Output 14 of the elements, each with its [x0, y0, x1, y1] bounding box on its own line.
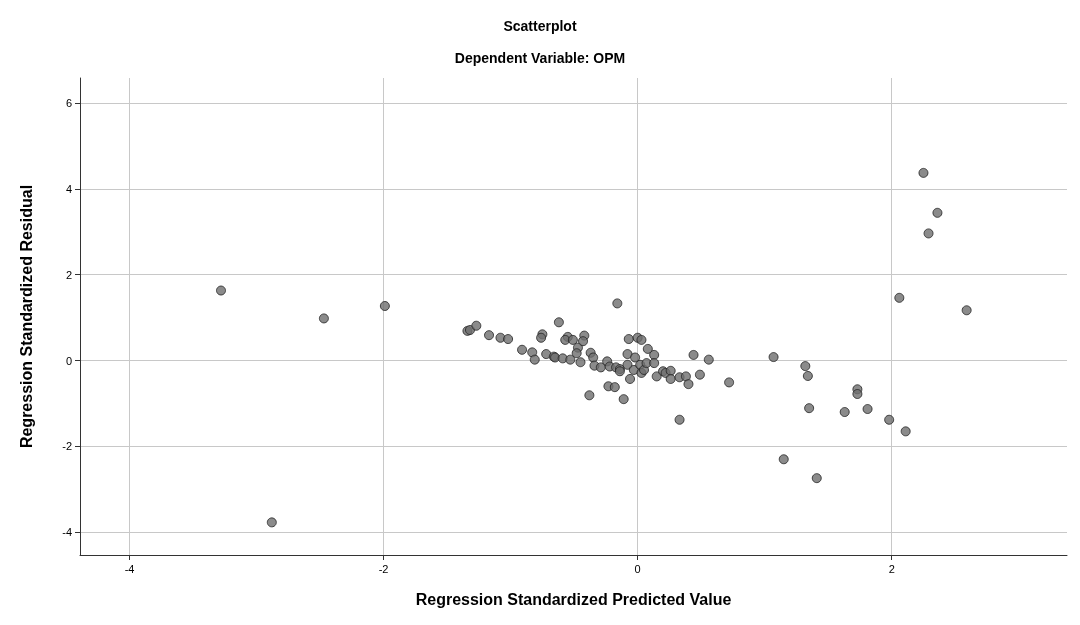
x-tick-label: 0	[634, 562, 641, 575]
y-axis-title: Regression Standardized Residual	[17, 184, 35, 449]
x-tick-label: 2	[888, 562, 895, 575]
y-tick-label: -2	[62, 440, 72, 453]
y-tick-label: 6	[65, 96, 72, 109]
x-axis-title: Regression Standardized Predicted Value	[415, 590, 732, 608]
y-tick-label: 4	[65, 182, 72, 195]
y-tick-label: 0	[65, 354, 72, 367]
x-tick-label: -4	[124, 562, 135, 575]
chart-subtitle: Dependent Variable: OPM	[454, 50, 626, 66]
y-tick-label: -4	[62, 526, 72, 539]
x-tick-label: -2	[378, 562, 389, 575]
chart-title: Scatterplot	[503, 18, 577, 34]
y-tick-label: 2	[65, 268, 72, 281]
